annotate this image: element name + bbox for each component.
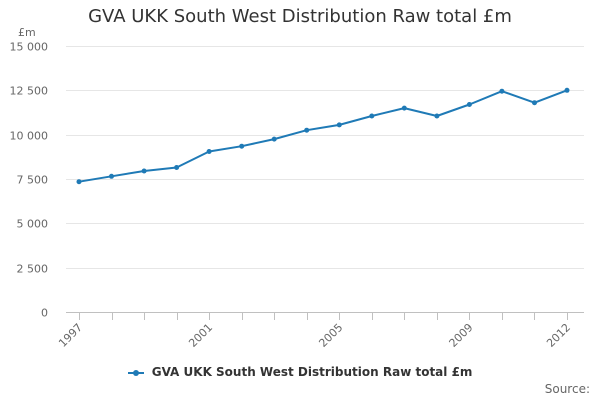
data-point[interactable] <box>174 165 180 170</box>
legend[interactable]: GVA UKK South West Distribution Raw tota… <box>0 365 600 379</box>
data-point[interactable] <box>271 136 277 142</box>
y-axis-unit-label: £m <box>18 26 36 39</box>
series-layer <box>76 87 570 185</box>
data-point[interactable] <box>206 149 212 154</box>
y-axis-ticks: 0 2 500 5 000 7 500 10 000 12 500 15 000 <box>10 41 49 320</box>
y-tick-label: 7 500 <box>17 174 49 187</box>
y-tick-label: 12 500 <box>10 85 49 98</box>
data-point[interactable] <box>499 88 505 94</box>
grid-lines <box>66 46 584 313</box>
data-point[interactable] <box>401 105 407 111</box>
x-axis: 1997 2001 2005 2009 2012 <box>56 312 584 350</box>
y-tick-label: 10 000 <box>10 130 49 143</box>
legend-line-marker-icon <box>127 368 144 378</box>
data-point[interactable] <box>532 100 537 106</box>
data-point[interactable] <box>239 143 245 149</box>
chart-title: GVA UKK South West Distribution Raw tota… <box>88 6 512 27</box>
x-tick-label: 1997 <box>56 321 85 350</box>
data-point[interactable] <box>304 127 310 133</box>
data-point[interactable] <box>369 113 375 119</box>
data-point[interactable] <box>141 168 147 174</box>
data-point[interactable] <box>564 87 570 93</box>
data-point[interactable] <box>466 102 472 107</box>
legend-item-label: GVA UKK South West Distribution Raw tota… <box>151 365 473 379</box>
data-point[interactable] <box>76 179 82 185</box>
y-tick-label: 5 000 <box>17 218 49 231</box>
x-tick-label: 2009 <box>447 321 476 350</box>
y-tick-label: 0 <box>41 307 48 320</box>
x-tick-label: 2001 <box>186 321 215 350</box>
data-point[interactable] <box>434 113 440 119</box>
credits-label[interactable]: Source: <box>544 382 590 396</box>
x-tick-label: 2005 <box>316 321 345 350</box>
series-line <box>78 89 568 183</box>
y-tick-label: 2 500 <box>17 263 49 276</box>
data-point[interactable] <box>109 173 114 179</box>
y-tick-label: 15 000 <box>10 41 49 54</box>
data-point[interactable] <box>336 122 342 128</box>
x-tick-label: 2012 <box>544 321 573 350</box>
